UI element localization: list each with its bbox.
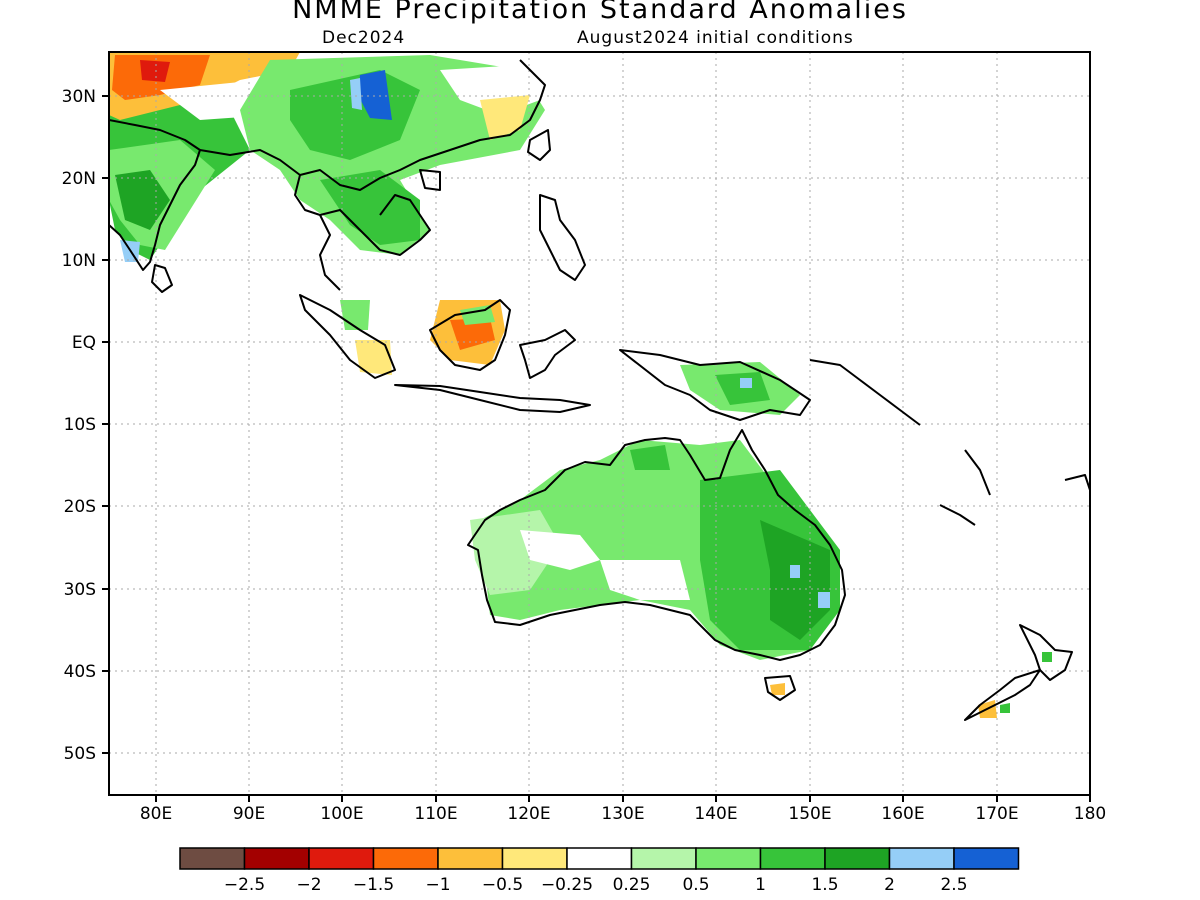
colorbar-labels: −2.5 −2 −1.5 −1 −0.5 −0.25 0.25 0.5 1 1.5 2 2.5 [224, 875, 968, 895]
colorbar-swatch [953, 847, 1020, 870]
coastlines [109, 59, 1090, 721]
colorbar-swatch [824, 847, 891, 870]
lat-tick-label: 30S [64, 580, 96, 600]
initial-conditions: August2024 initial conditions [577, 28, 854, 48]
lat-tick-label: 10N [62, 251, 96, 271]
lon-tick-label: 170E [975, 804, 1018, 824]
colorbar-swatch [308, 847, 375, 870]
colorbar-label: −1.5 [353, 875, 394, 895]
colorbar-swatch [243, 847, 310, 870]
colorbar-swatch [695, 847, 762, 870]
lon-tick-label: 120E [507, 804, 550, 824]
colorbar-swatch [501, 847, 568, 870]
lat-labels: 30N 20N 10N EQ 10S 20S 30S 40S 50S [62, 87, 96, 764]
colorbar-label: −1 [425, 875, 450, 895]
lon-tick-label: 110E [414, 804, 457, 824]
lat-tick-label: EQ [72, 333, 96, 353]
colorbar [179, 847, 1020, 870]
colorbar-swatch [630, 847, 697, 870]
lon-tick-label: 130E [601, 804, 644, 824]
lon-tick-label: 140E [694, 804, 737, 824]
lat-tick-label: 10S [64, 415, 96, 435]
colorbar-label: 2.5 [940, 875, 967, 895]
colorbar-label: −2.5 [224, 875, 265, 895]
lat-tick-label: 20N [62, 169, 96, 189]
colorbar-label: 0.5 [682, 875, 709, 895]
lon-tick-label: 150E [788, 804, 831, 824]
colorbar-label: 1.5 [811, 875, 838, 895]
lat-tick-label: 50S [64, 744, 96, 764]
anomaly-shading [109, 52, 1052, 718]
map-frame [108, 51, 1091, 796]
colorbar-label: −2 [296, 875, 321, 895]
lon-labels: 80E 90E 100E 110E 120E 130E 140E 150E 16… [140, 804, 1106, 824]
lat-tick-label: 40S [64, 662, 96, 682]
colorbar-swatch [566, 847, 633, 870]
colorbar-swatch [888, 847, 955, 870]
colorbar-label: −0.25 [541, 875, 593, 895]
lead-month: Dec2024 [322, 28, 406, 48]
axis-ticks [102, 95, 1091, 802]
colorbar-label: 2 [884, 875, 895, 895]
colorbar-label: 1 [755, 875, 766, 895]
colorbar-label: 0.25 [613, 875, 651, 895]
lon-tick-label: 90E [233, 804, 265, 824]
lon-tick-label: 80E [140, 804, 172, 824]
colorbar-swatch [437, 847, 504, 870]
graticule [109, 52, 1090, 795]
lat-tick-label: 20S [64, 497, 96, 517]
map-title: NMME Precipitation Standard Anomalies [292, 0, 908, 25]
lon-tick-label: 100E [320, 804, 363, 824]
colorbar-swatch [372, 847, 439, 870]
lat-tick-label: 30N [62, 87, 96, 107]
colorbar-swatch [759, 847, 826, 870]
lon-tick-label: 180 [1074, 804, 1106, 824]
lon-tick-label: 160E [881, 804, 924, 824]
colorbar-label: −0.5 [482, 875, 523, 895]
colorbar-swatch [179, 847, 246, 870]
